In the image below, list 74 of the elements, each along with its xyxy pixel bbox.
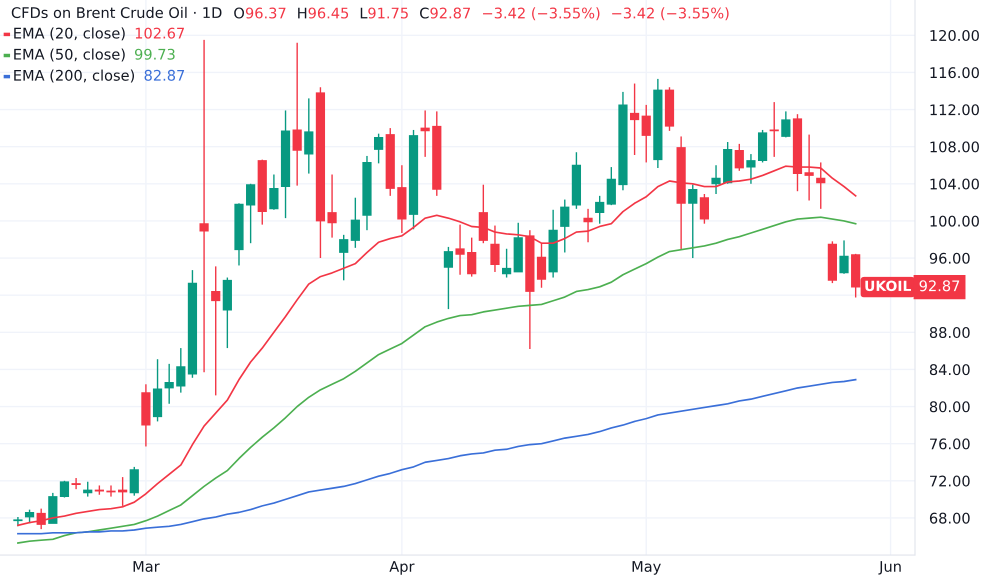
candlestick: [211, 266, 220, 396]
legend-label: EMA (200, close): [14, 70, 134, 83]
x-tick-label: Jun: [878, 561, 901, 575]
candlestick: [595, 195, 604, 224]
y-tick-label: 72.00: [930, 476, 970, 487]
legend-label: EMA (20, close): [14, 27, 125, 40]
candlestick: [536, 242, 546, 288]
candlestick: [467, 236, 476, 278]
candlestick: [502, 248, 512, 278]
y-tick-label: 104.00: [930, 178, 979, 190]
candlestick: [711, 164, 721, 195]
x-tick-label: Apr: [389, 561, 414, 575]
candlestick: [24, 508, 34, 524]
annotation: 82.87: [144, 70, 184, 81]
y-tick-label: 96.00: [930, 252, 970, 264]
x-tick-label: Mar: [134, 561, 160, 572]
x-tick-label: May: [632, 561, 661, 575]
candlestick: [176, 347, 186, 394]
legend-label: EMA (50, close): [14, 48, 125, 62]
annotation: 99.73: [134, 48, 175, 60]
annotation: H96.45: [298, 8, 348, 19]
line-series: [17, 378, 856, 535]
line-series: [17, 216, 856, 544]
candlestick: [734, 143, 744, 172]
candlestick: [374, 132, 384, 164]
annotation: C92.87: [420, 8, 470, 19]
candlestick: [420, 110, 430, 158]
y-tick-label: 112.00: [930, 104, 979, 116]
y-tick-label: 84.00: [930, 364, 970, 376]
candlestick: [630, 82, 640, 156]
candlestick: [490, 224, 500, 273]
candlestick: [455, 224, 465, 276]
candlestick: [118, 476, 128, 507]
y-tick-label: 76.00: [930, 438, 970, 450]
candlestick: [781, 110, 790, 138]
candlestick: [304, 98, 314, 174]
candlestick: [560, 198, 570, 254]
y-tick-label: 88.00: [930, 327, 970, 338]
annotation: −3.42 (−3.55%): [612, 7, 729, 20]
candlestick: [444, 246, 454, 310]
candlestick: [71, 477, 81, 490]
candlestick: [339, 234, 348, 282]
y-tick-label: 116.00: [930, 67, 979, 78]
candlestick: [327, 174, 337, 238]
y-tick-label: 100.00: [930, 216, 979, 227]
candlestick: [164, 363, 174, 404]
candlestick: [106, 484, 116, 498]
annotation: 102.67: [136, 28, 184, 39]
annotation: L91.75: [360, 8, 408, 19]
candlestick: [746, 153, 756, 184]
candlestick: [770, 101, 779, 158]
annotation: −3.42 (−3.55%): [483, 7, 600, 20]
candlestick: [292, 42, 302, 186]
candlestick: [130, 466, 139, 496]
candlestick: [350, 197, 360, 249]
candlestick: [839, 240, 849, 275]
chart-title: CFDs on Brent Crude Oil · 1D: [12, 6, 222, 18]
candlestick: [269, 174, 279, 210]
candlestick: [246, 183, 256, 244]
text: 92.87: [920, 280, 960, 292]
candlestick: [60, 480, 70, 498]
candlestick: [94, 484, 104, 496]
candlestick: [642, 104, 651, 164]
annotation: UKOIL: [865, 280, 911, 292]
y-tick-label: 108.00: [930, 141, 979, 152]
candlestick: [583, 208, 593, 243]
y-tick-label: 80.00: [930, 401, 970, 412]
candlestick: [688, 184, 698, 259]
y-tick-label: 68.00: [930, 512, 970, 524]
candlestick: [83, 481, 92, 498]
y-tick-label: 120.00: [930, 30, 979, 42]
candlestick: [700, 193, 710, 224]
annotation: O96.37: [234, 8, 286, 19]
candlestick: [199, 39, 209, 373]
